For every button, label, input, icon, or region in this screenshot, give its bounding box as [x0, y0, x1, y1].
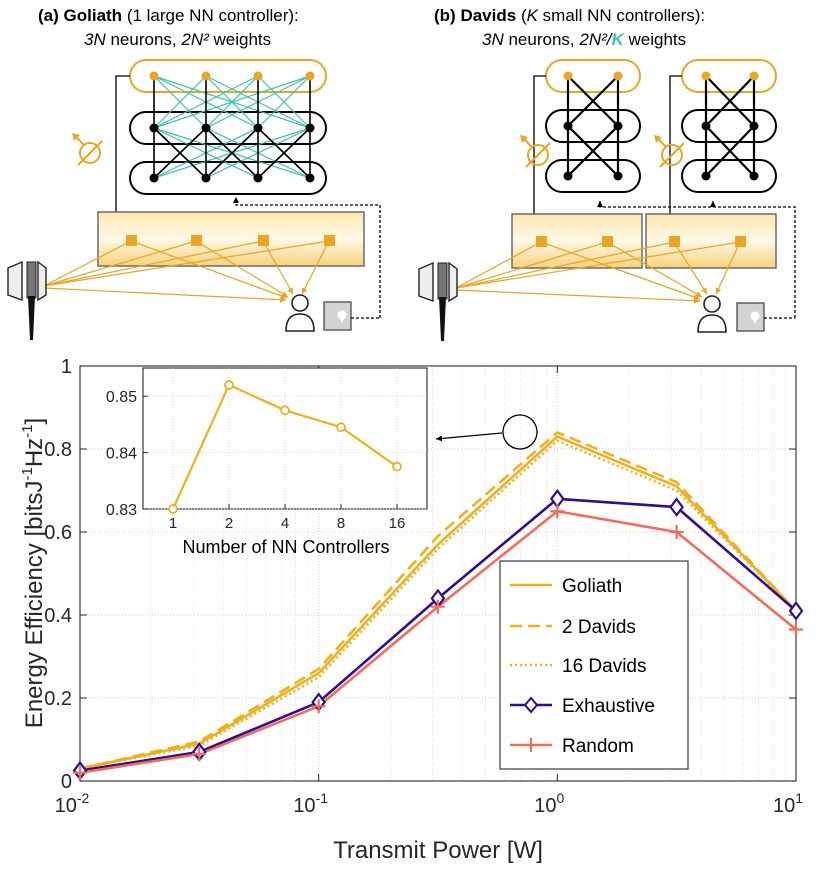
zoom-circle [502, 414, 538, 450]
svg-text:16 Davids: 16 Davids [562, 656, 647, 677]
data-point [73, 765, 87, 780]
neurons [149, 71, 315, 183]
base-station-icon [418, 261, 458, 341]
main-chart: 0 0.2 0.4 0.6 0.8 1 10-2 10-1 100 101 Transmit P… [19, 356, 804, 864]
k-highlight: K [612, 30, 626, 49]
ris-panel-1 [511, 213, 643, 269]
ris-panel-2 [645, 213, 777, 269]
goliath-name: Goliath [64, 6, 123, 25]
data-point [430, 599, 445, 614]
data-point [788, 601, 804, 621]
goliath-title: (a) Goliath (1 large NN controller): [38, 6, 299, 25]
data-point [789, 622, 803, 637]
svg-text:2 Davids: 2 Davids [562, 617, 636, 638]
location-pin-icon [323, 301, 352, 331]
inset-y-tick-label: 0.83 [106, 502, 137, 519]
inset-y-tick-label: 0.85 [106, 389, 137, 406]
x-tick-label: 10-1 [293, 790, 328, 817]
inset-data-point [336, 422, 346, 433]
legend-item-16-davids: 16 Davids [510, 656, 647, 677]
svg-text:Random: Random [562, 736, 634, 757]
svg-text:Goliath: Goliath [562, 576, 622, 597]
series-line-2-davids [79, 431, 797, 770]
inset-data-point [168, 504, 178, 514]
nn-edges [153, 76, 311, 179]
y-tick-label: 0.4 [44, 605, 72, 627]
inset-chart: 0.83 0.84 0.85 1 2 4 8 16 Number of NN Control… [106, 367, 428, 557]
davids-subtitle: 3N neurons, 2N²/K weights [482, 30, 686, 49]
phase-shifter-icon [654, 135, 685, 168]
inset-y-ticks: 0.83 0.84 0.85 [106, 389, 148, 519]
inset-series [168, 380, 402, 514]
signal-rays-b [455, 241, 741, 304]
base-station-icon [7, 260, 47, 340]
inset-x-tick-label: 8 [337, 515, 345, 532]
x-axis-label: Transmit Power [W] [333, 837, 543, 864]
inset-x-tick-label: 1 [169, 515, 177, 532]
x-tick-label: 101 [773, 790, 803, 817]
inset-y-tick-label: 0.84 [106, 446, 137, 463]
data-point [550, 504, 565, 519]
phase-shifter-icon [520, 135, 551, 168]
location-pin-icon [736, 302, 765, 332]
inset-x-tick-label: 4 [281, 515, 289, 532]
y-tick-label: 0.2 [44, 688, 72, 710]
main-x-ticks: 10-2 10-1 100 101 [55, 366, 803, 817]
x-tick-label: 100 [534, 790, 564, 817]
zoom-arrow [435, 432, 503, 442]
legend-item-2-davids: 2 Davids [510, 617, 636, 638]
data-point [669, 497, 684, 517]
diagram-goliath: (a) Goliath (1 large NN controller): 3N … [7, 6, 381, 340]
user-icon [697, 295, 727, 333]
legend-item-exhaustive: Exhaustive [510, 696, 655, 717]
phase-shifter-icon [72, 133, 103, 166]
x-tick-label: 10-2 [55, 790, 90, 817]
main-y-ticks: 0 0.2 0.4 0.6 0.8 1 [44, 356, 796, 793]
hidden-layer [129, 111, 327, 145]
legend-item-goliath: Goliath [510, 576, 622, 597]
y-axis-label: Energy Efficiency [bitsJ-1Hz-1] [19, 418, 48, 728]
nn-controller-1 [545, 59, 641, 193]
y-tick-label: 0.6 [44, 522, 72, 544]
inset-x-axis-label: Number of NN Controllers [182, 537, 389, 557]
y-tick-label: 0 [61, 771, 72, 793]
feedback-line [233, 197, 381, 318]
main-series [72, 431, 804, 781]
control-line [113, 75, 130, 224]
signal-rays [43, 240, 330, 303]
data-point [192, 747, 207, 762]
inset-data-point [392, 461, 402, 472]
inset-x-tick-label: 16 [389, 515, 406, 532]
legend-item-random: Random [510, 736, 634, 757]
inset-data-point [280, 405, 290, 416]
legend: Goliath 2 Davids 16 Davids Exhaustive Ra… [499, 560, 689, 770]
y-tick-label: 1 [61, 356, 72, 378]
feedback-line-b [597, 201, 796, 318]
goliath-subtitle: 3N neurons, 2N² weights [84, 30, 271, 49]
davids-title: (b) Davids (K small NN controllers): [434, 6, 705, 25]
inset-data-point [224, 380, 234, 390]
ris-elements [126, 235, 335, 246]
inset-x-ticks: 1 2 4 8 16 [169, 504, 406, 532]
svg-text:Exhaustive: Exhaustive [562, 696, 655, 717]
user-icon [285, 294, 315, 332]
diagram-davids: (b) Davids (K small NN controllers): 3N … [418, 6, 796, 341]
nn-controller-2 [681, 59, 777, 193]
main-axes-box [79, 365, 797, 782]
y-tick-label: 0.8 [44, 439, 72, 461]
inset-x-tick-label: 2 [225, 515, 233, 532]
data-point [669, 525, 684, 539]
input-layer [129, 161, 327, 195]
data-point [311, 699, 326, 714]
goliath-tag: (a) [38, 6, 59, 25]
goliath-desc: (1 large NN controller): [127, 6, 299, 25]
